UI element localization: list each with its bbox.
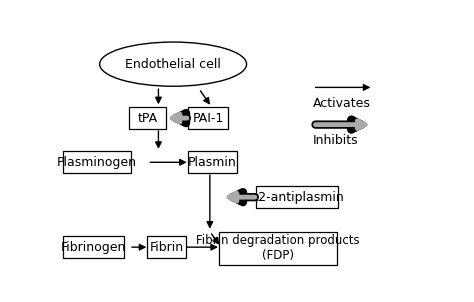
Text: Fibrinogen: Fibrinogen <box>61 241 126 254</box>
Text: tPA: tPA <box>137 112 157 125</box>
Text: Plasmin: Plasmin <box>188 156 237 169</box>
FancyBboxPatch shape <box>63 236 124 258</box>
Text: α2-antiplasmin: α2-antiplasmin <box>250 191 344 204</box>
FancyBboxPatch shape <box>219 232 337 265</box>
FancyBboxPatch shape <box>256 186 338 208</box>
FancyBboxPatch shape <box>63 151 131 173</box>
Ellipse shape <box>100 42 246 86</box>
Text: PAI-1: PAI-1 <box>192 112 224 125</box>
Text: Fibrin: Fibrin <box>150 241 184 254</box>
FancyBboxPatch shape <box>188 151 237 173</box>
Text: Plasminogen: Plasminogen <box>57 156 137 169</box>
Text: Activates: Activates <box>313 97 371 110</box>
Text: Fibrin degradation products
(FDP): Fibrin degradation products (FDP) <box>196 234 360 262</box>
Text: Inhibits: Inhibits <box>313 134 358 147</box>
Text: Endothelial cell: Endothelial cell <box>125 58 221 71</box>
FancyBboxPatch shape <box>147 236 186 258</box>
FancyBboxPatch shape <box>188 107 228 129</box>
FancyBboxPatch shape <box>129 107 166 129</box>
